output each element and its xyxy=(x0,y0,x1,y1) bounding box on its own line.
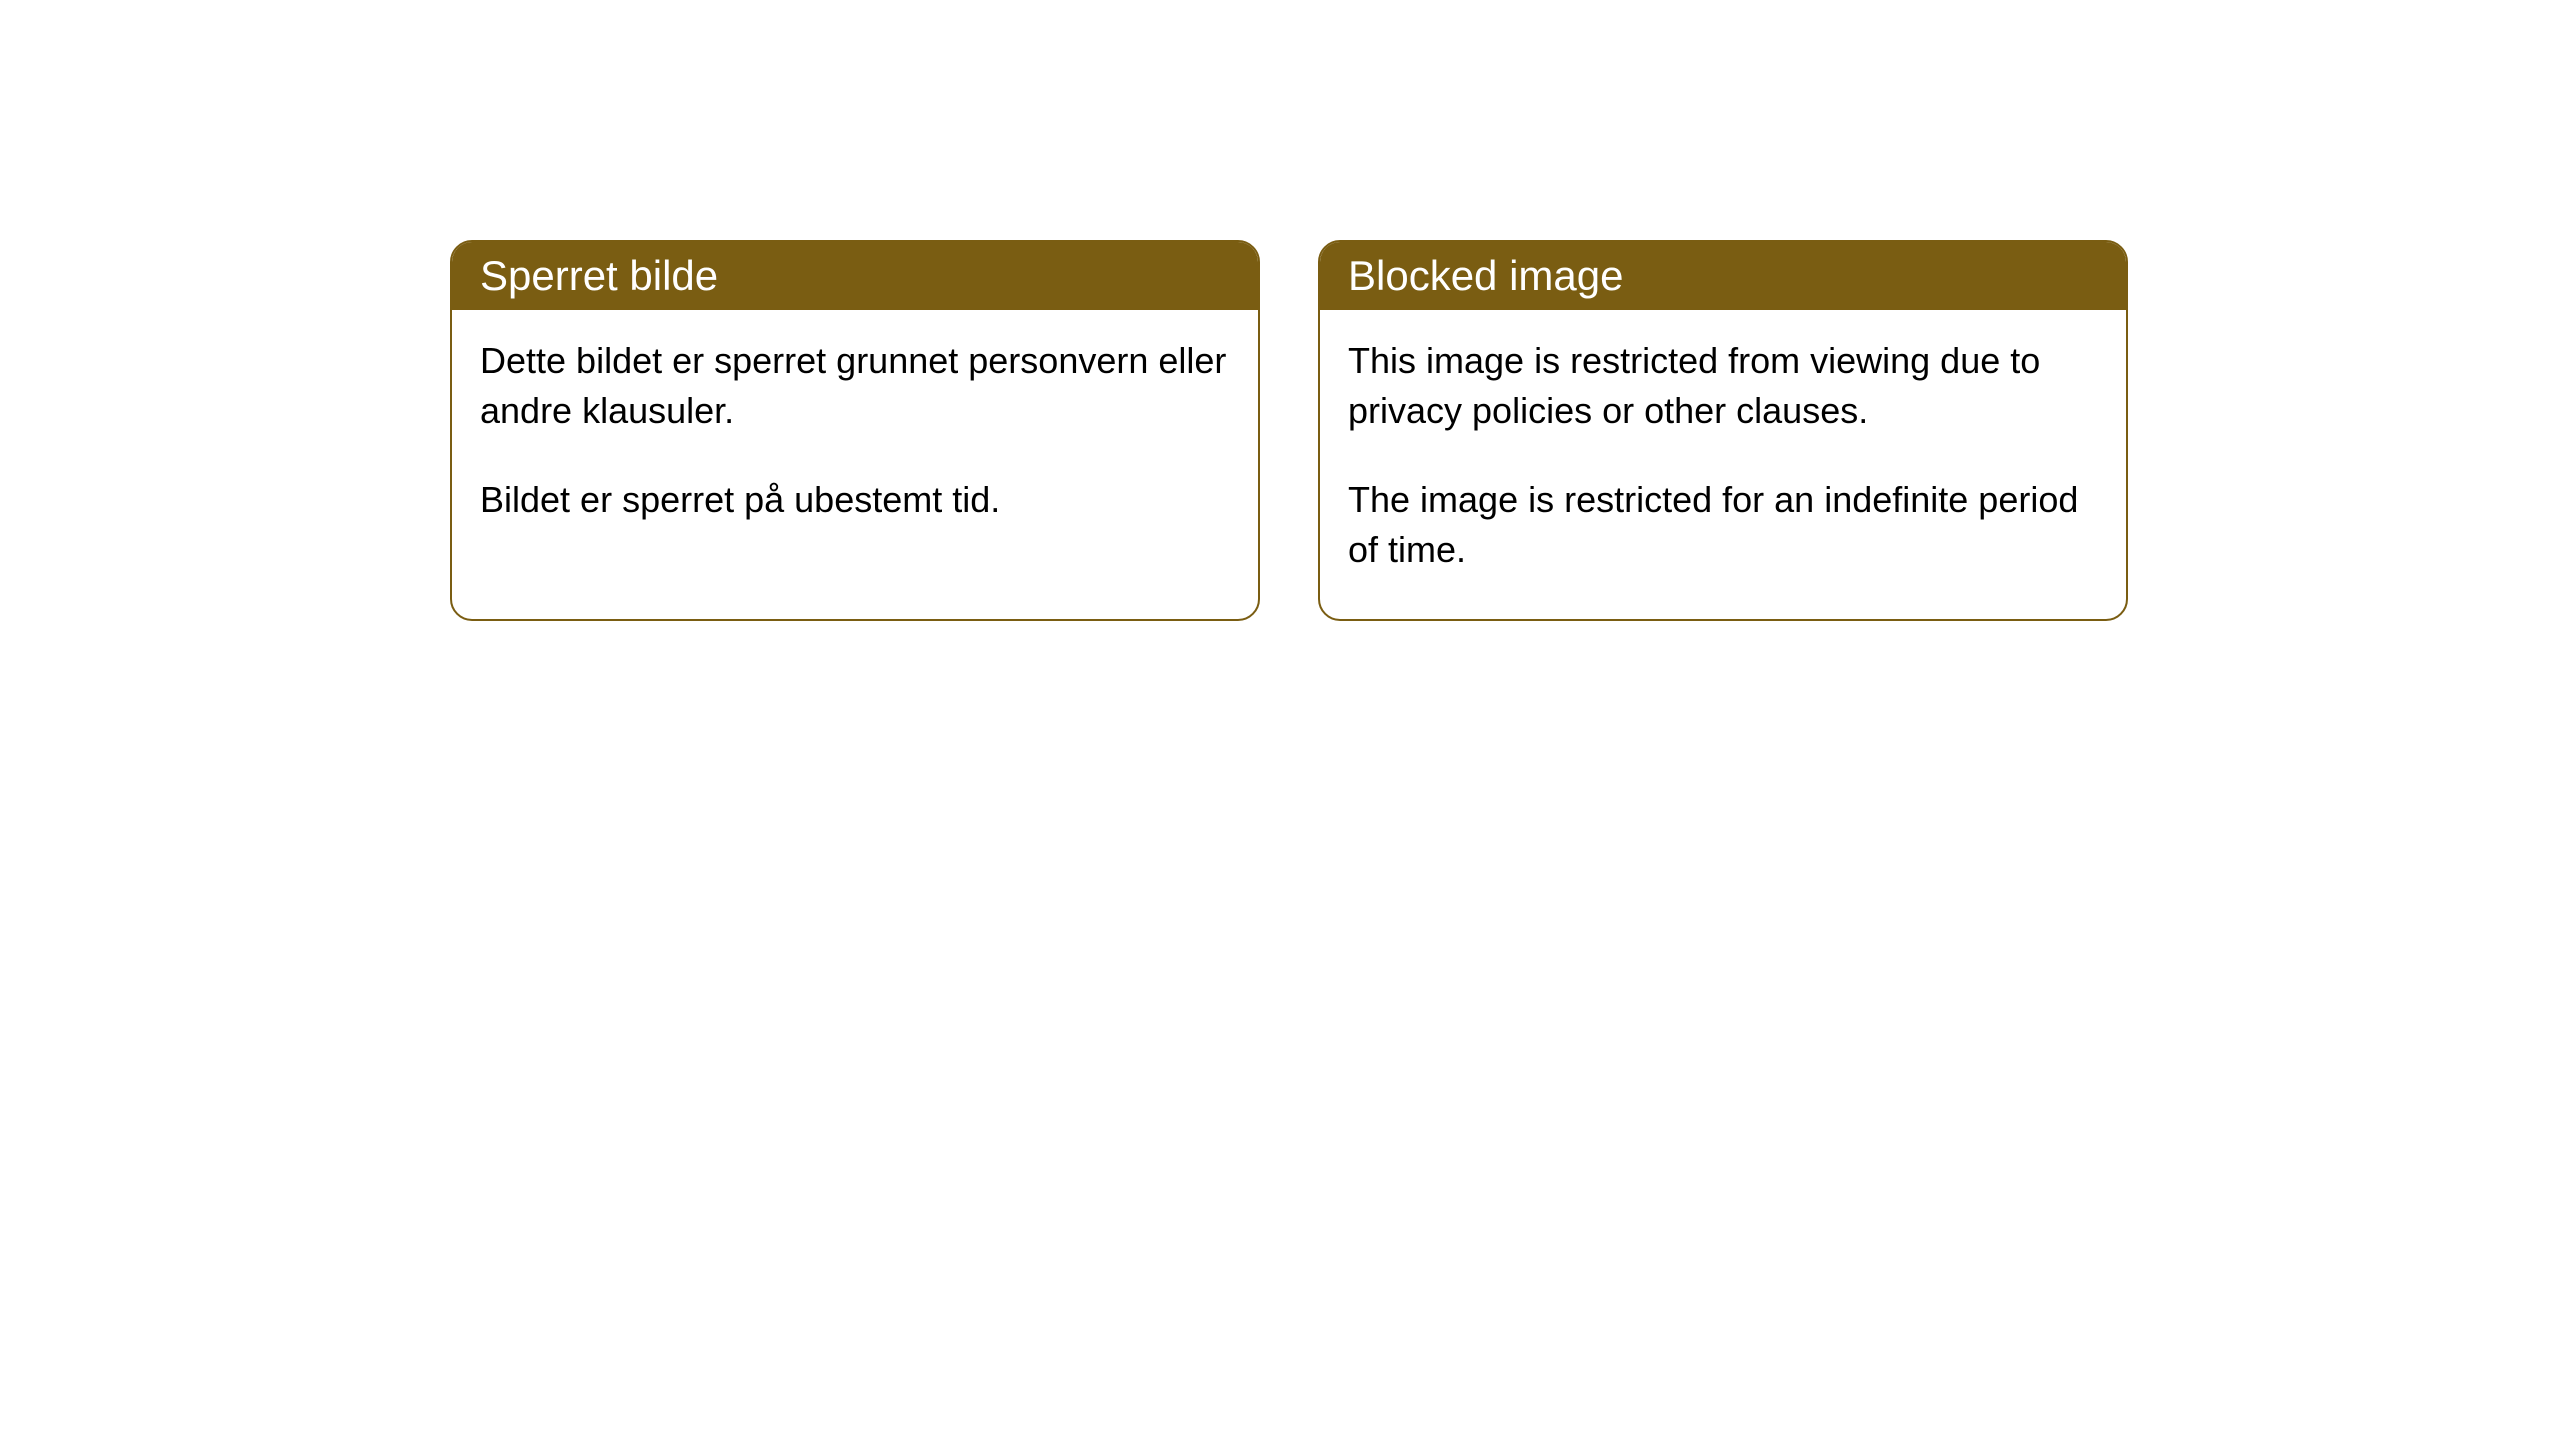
notice-cards-container: Sperret bilde Dette bildet er sperret gr… xyxy=(450,240,2128,621)
card-body: Dette bildet er sperret grunnet personve… xyxy=(452,310,1258,569)
notice-card-english: Blocked image This image is restricted f… xyxy=(1318,240,2128,621)
card-paragraph: This image is restricted from viewing du… xyxy=(1348,336,2098,435)
card-title: Blocked image xyxy=(1348,252,1623,299)
card-header: Blocked image xyxy=(1320,242,2126,310)
card-title: Sperret bilde xyxy=(480,252,718,299)
card-paragraph: Dette bildet er sperret grunnet personve… xyxy=(480,336,1230,435)
card-body: This image is restricted from viewing du… xyxy=(1320,310,2126,619)
card-paragraph: The image is restricted for an indefinit… xyxy=(1348,475,2098,574)
card-paragraph: Bildet er sperret på ubestemt tid. xyxy=(480,475,1230,525)
card-header: Sperret bilde xyxy=(452,242,1258,310)
notice-card-norwegian: Sperret bilde Dette bildet er sperret gr… xyxy=(450,240,1260,621)
